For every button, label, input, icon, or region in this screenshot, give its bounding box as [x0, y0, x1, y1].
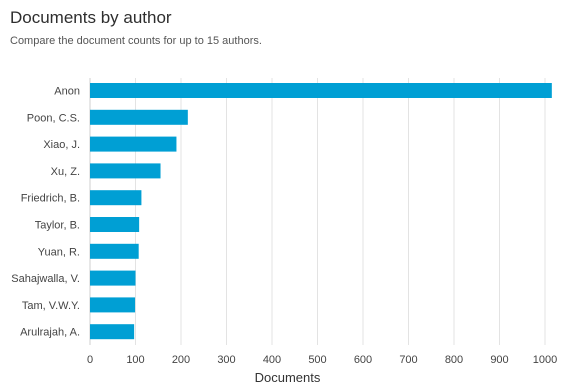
bar[interactable] [90, 163, 161, 179]
category-label: Anon [54, 86, 80, 98]
x-tick-label: 800 [445, 354, 463, 366]
bar[interactable] [90, 136, 177, 152]
category-label: Poon, C.S. [27, 112, 80, 124]
x-tick-label: 0 [87, 354, 93, 366]
bar[interactable] [90, 217, 140, 232]
x-tick-label: 600 [354, 354, 372, 366]
bars [90, 83, 552, 340]
category-label: Friedrich, B. [21, 193, 80, 205]
x-tick-label: 400 [263, 354, 281, 366]
category-label: Xiao, J. [43, 139, 80, 151]
x-tick-label: 500 [308, 354, 326, 366]
category-label: Taylor, B. [35, 220, 80, 232]
x-tick-label: 100 [126, 354, 144, 366]
x-tick-label: 1000 [533, 354, 557, 366]
category-label: Yuan, R. [38, 246, 80, 258]
category-label: Arulrajah, A. [20, 327, 80, 339]
category-label: Xu, Z. [51, 166, 80, 178]
bar[interactable] [90, 190, 142, 206]
bar[interactable] [90, 324, 135, 340]
x-tick-label: 900 [490, 354, 508, 366]
bar[interactable] [90, 297, 136, 313]
chart-subtitle: Compare the document counts for up to 15… [10, 35, 262, 47]
bar[interactable] [90, 109, 188, 125]
x-tick-label: 300 [217, 354, 235, 366]
x-tick-labels: 0 100 200 300 400 500 600 700 800 900 1000 [87, 354, 557, 366]
category-label: Tam, V.W.Y. [22, 300, 80, 312]
x-tick-label: 700 [399, 354, 417, 366]
bar[interactable] [90, 83, 552, 98]
bar[interactable] [90, 270, 136, 286]
chart-title: Documents by author [10, 8, 172, 27]
x-tick-label: 200 [172, 354, 190, 366]
x-axis-title: Documents [255, 370, 321, 385]
category-label: Sahajwalla, V. [11, 273, 80, 285]
bar[interactable] [90, 243, 139, 259]
category-labels: Anon Poon, C.S. Xiao, J. Xu, Z. Friedrich, B… [11, 86, 80, 339]
